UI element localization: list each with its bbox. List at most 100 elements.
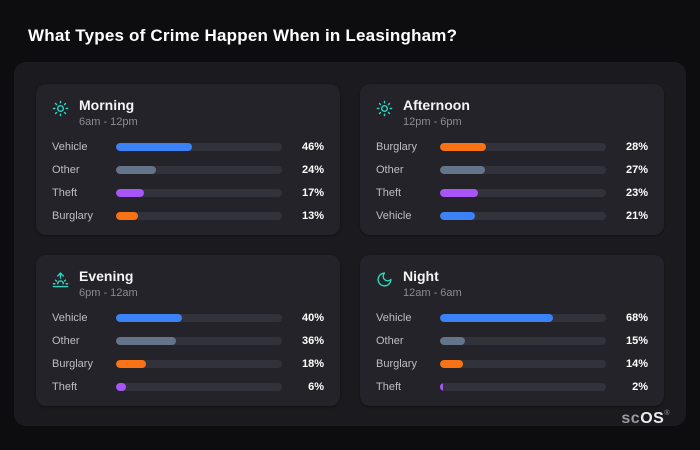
bar-fill — [116, 166, 156, 174]
time-card-afternoon: Afternoon 12pm - 6pm Burglary 28% Other … — [360, 84, 664, 235]
bar-track — [440, 360, 606, 368]
card-header: Afternoon 12pm - 6pm — [376, 97, 648, 128]
bar-label: Vehicle — [52, 141, 88, 153]
bar-value: 17% — [301, 187, 324, 199]
time-card-night: Night 12am - 6am Vehicle 68% Other 15% B… — [360, 255, 664, 406]
bar-row: Vehicle 46% — [52, 141, 324, 153]
bar-value: 27% — [625, 164, 648, 176]
bar-label: Other — [52, 335, 80, 347]
bar-fill — [116, 143, 193, 151]
bar-label: Vehicle — [52, 312, 88, 324]
bar-value: 2% — [632, 381, 648, 393]
bar-value: 13% — [301, 210, 324, 222]
bar-track — [440, 212, 606, 220]
bar-row: Vehicle 40% — [52, 312, 324, 324]
bar-fill — [116, 314, 183, 322]
bar-fill — [116, 189, 145, 197]
bar-row: Burglary 28% — [376, 141, 648, 153]
bar-track — [116, 337, 282, 345]
card-title-block: Afternoon 12pm - 6pm — [403, 97, 470, 128]
bar-value: 40% — [301, 312, 324, 324]
bar-track — [440, 143, 606, 151]
bar-track — [440, 166, 606, 174]
card-subtitle: 6pm - 12am — [79, 287, 138, 299]
card-title-block: Evening 6pm - 12am — [79, 268, 138, 299]
bar-fill — [116, 337, 176, 345]
sunset-icon — [52, 271, 69, 288]
bar-row: Theft 17% — [52, 187, 324, 199]
bar-fill — [440, 166, 485, 174]
card-subtitle: 12pm - 6pm — [403, 116, 462, 128]
bar-value: 24% — [301, 164, 324, 176]
sun-icon — [52, 100, 69, 117]
bar-row: Theft 23% — [376, 187, 648, 199]
bar-track — [440, 189, 606, 197]
bar-track — [440, 337, 606, 345]
bar-fill — [440, 360, 464, 368]
card-subtitle: 12am - 6am — [403, 287, 462, 299]
moon-icon — [376, 271, 393, 288]
card-header: Night 12am - 6am — [376, 268, 648, 299]
bar-value: 28% — [625, 141, 648, 153]
bar-fill — [440, 383, 444, 391]
bar-track — [116, 360, 282, 368]
bar-fill — [440, 314, 553, 322]
bar-row: Burglary 14% — [376, 358, 648, 370]
logo-suffix: OS — [640, 410, 665, 427]
bar-row: Vehicle 21% — [376, 210, 648, 222]
bar-row: Other 15% — [376, 335, 648, 347]
bar-fill — [440, 212, 475, 220]
card-title-block: Night 12am - 6am — [403, 268, 462, 299]
bar-label: Burglary — [376, 141, 417, 153]
bar-track — [116, 383, 282, 391]
bar-row: Theft 6% — [52, 381, 324, 393]
bar-label: Other — [376, 164, 404, 176]
logo-prefix: sc — [621, 410, 641, 427]
bar-label: Other — [52, 164, 80, 176]
bar-value: 21% — [625, 210, 648, 222]
bar-label: Burglary — [376, 358, 417, 370]
bar-rows: Vehicle 46% Other 24% Theft 17% Burglary… — [52, 141, 324, 222]
bar-rows: Vehicle 68% Other 15% Burglary 14% Theft… — [376, 312, 648, 393]
card-title: Evening — [79, 268, 134, 284]
bar-label: Theft — [376, 381, 402, 393]
bar-label: Theft — [52, 187, 78, 199]
time-card-evening: Evening 6pm - 12am Vehicle 40% Other 36%… — [36, 255, 340, 406]
bar-track — [116, 314, 282, 322]
bar-label: Burglary — [52, 358, 93, 370]
card-title: Morning — [79, 97, 135, 113]
bar-label: Burglary — [52, 210, 93, 222]
bar-row: Burglary 18% — [52, 358, 324, 370]
sun-icon — [376, 100, 393, 117]
bar-track — [116, 143, 282, 151]
bar-row: Other 36% — [52, 335, 324, 347]
card-title-block: Morning 6am - 12pm — [79, 97, 138, 128]
card-title: Night — [403, 268, 439, 284]
bar-row: Theft 2% — [376, 381, 648, 393]
bar-value: 14% — [625, 358, 648, 370]
bar-value: 36% — [301, 335, 324, 347]
bar-rows: Burglary 28% Other 27% Theft 23% Vehicle… — [376, 141, 648, 222]
bar-track — [116, 212, 282, 220]
bar-value: 18% — [301, 358, 324, 370]
bar-track — [116, 189, 282, 197]
scos-logo: scOS® — [621, 410, 670, 428]
bar-value: 15% — [625, 335, 648, 347]
bar-track — [116, 166, 282, 174]
bar-value: 68% — [625, 312, 648, 324]
bar-fill — [116, 360, 146, 368]
bar-label: Vehicle — [376, 312, 412, 324]
crime-times-panel: Morning 6am - 12pm Vehicle 46% Other 24%… — [14, 62, 686, 426]
bar-fill — [440, 337, 465, 345]
bar-track — [440, 314, 606, 322]
bar-fill — [440, 143, 487, 151]
bar-fill — [440, 189, 479, 197]
time-card-morning: Morning 6am - 12pm Vehicle 46% Other 24%… — [36, 84, 340, 235]
bar-value: 46% — [301, 141, 324, 153]
card-title: Afternoon — [403, 97, 470, 113]
page-title: What Types of Crime Happen When in Leasi… — [28, 26, 458, 45]
registered-mark: ® — [664, 410, 670, 417]
card-header: Evening 6pm - 12am — [52, 268, 324, 299]
bar-track — [440, 383, 606, 391]
bar-label: Theft — [52, 381, 78, 393]
